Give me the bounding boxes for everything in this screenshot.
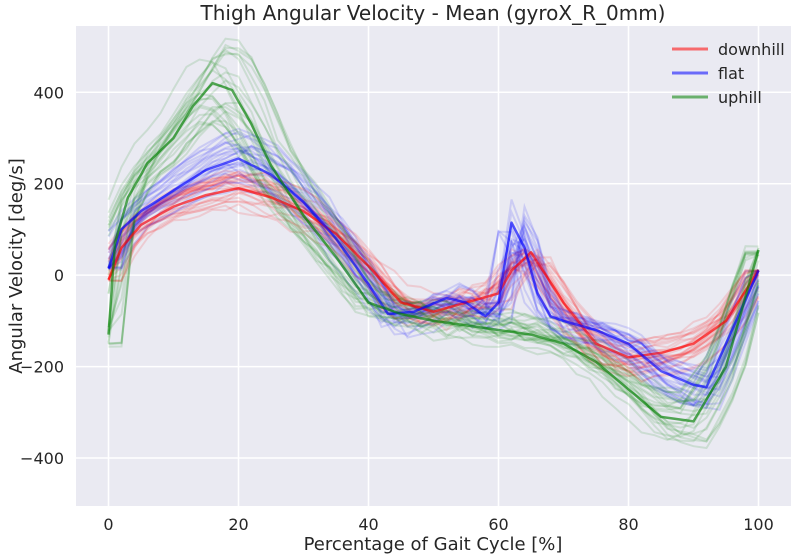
- trial-line-uphill: [107, 68, 760, 438]
- trial-line-flat: [107, 132, 760, 407]
- series-line-uphill: [107, 81, 760, 423]
- y-tick-label: 200: [33, 175, 64, 194]
- trial-line-flat: [108, 180, 760, 379]
- trial-line-flat: [107, 147, 760, 407]
- trial-line-flat: [107, 158, 760, 379]
- trial-line-downhill: [107, 178, 759, 377]
- trial-line-flat: [107, 160, 760, 384]
- trial-line-downhill: [107, 179, 760, 375]
- trial-line-flat: [108, 144, 760, 391]
- trial-line-uphill: [107, 112, 759, 391]
- trial-line-downhill: [107, 173, 760, 374]
- y-axis-label: Angular Velocity [deg/s]: [6, 158, 27, 373]
- trial-line-uphill: [107, 122, 759, 394]
- trial-line-downhill: [107, 186, 759, 356]
- trial-line-uphill: [108, 37, 760, 450]
- trial-line-downhill: [107, 174, 760, 367]
- trial-line-uphill: [107, 102, 760, 417]
- mean-lines: [107, 81, 760, 423]
- plot-area: [76, 26, 791, 506]
- x-tick-label: 100: [743, 515, 774, 534]
- trial-line-downhill: [108, 171, 760, 383]
- trial-line-downhill: [107, 203, 760, 345]
- y-tick-label: 0: [54, 266, 64, 285]
- legend-label-uphill: uphill: [718, 88, 762, 107]
- trial-line-uphill: [107, 110, 760, 407]
- trial-line-downhill: [107, 184, 759, 369]
- trial-line-uphill: [107, 58, 759, 441]
- y-tick-labels: −400 −200 0 200 400: [20, 83, 64, 468]
- series-line-flat: [107, 157, 760, 389]
- x-tick-label: 80: [618, 515, 638, 534]
- trial-line-downhill: [107, 180, 759, 361]
- x-tick-label: 60: [488, 515, 508, 534]
- trial-line-uphill: [107, 120, 759, 394]
- y-tick-label: −200: [20, 358, 64, 377]
- trial-line-flat: [107, 141, 760, 394]
- x-tick-label: 40: [358, 515, 378, 534]
- trial-line-downhill: [107, 192, 760, 360]
- trial-line-uphill: [107, 48, 760, 443]
- trial-line-uphill: [107, 101, 760, 401]
- x-axis-label: Percentage of Gait Cycle [%]: [304, 534, 563, 555]
- trial-line-downhill: [107, 174, 760, 370]
- trial-line-flat: [108, 133, 760, 406]
- trial-line-uphill: [107, 120, 760, 404]
- trial-line-uphill: [107, 95, 759, 410]
- chart-title: Thigh Angular Velocity - Mean (gyroX_R_0…: [200, 1, 666, 25]
- trial-line-flat: [107, 161, 760, 391]
- trial-line-uphill: [107, 105, 760, 403]
- x-tick-label: 0: [103, 515, 113, 534]
- trial-line-flat: [107, 127, 760, 407]
- series-line-downhill: [107, 187, 760, 359]
- trial-line-flat: [108, 145, 760, 398]
- y-tick-label: 400: [33, 83, 64, 102]
- x-tick-labels: 0 20 40 60 80 100: [103, 515, 773, 534]
- trial-line-uphill: [107, 119, 760, 403]
- trial-line-downhill: [107, 189, 760, 353]
- trial-line-flat: [107, 140, 760, 407]
- trial-line-downhill: [107, 200, 760, 342]
- y-tick-label: −400: [20, 449, 64, 468]
- trial-line-flat: [107, 162, 759, 386]
- legend-label-flat: flat: [718, 64, 744, 83]
- legend: downhill flat uphill: [672, 40, 785, 107]
- trial-line-downhill: [107, 196, 760, 346]
- trial-line-flat: [108, 145, 760, 411]
- x-tick-label: 20: [228, 515, 248, 534]
- trial-line-uphill: [107, 106, 759, 408]
- legend-label-downhill: downhill: [718, 40, 785, 59]
- trial-line-downhill: [107, 204, 759, 349]
